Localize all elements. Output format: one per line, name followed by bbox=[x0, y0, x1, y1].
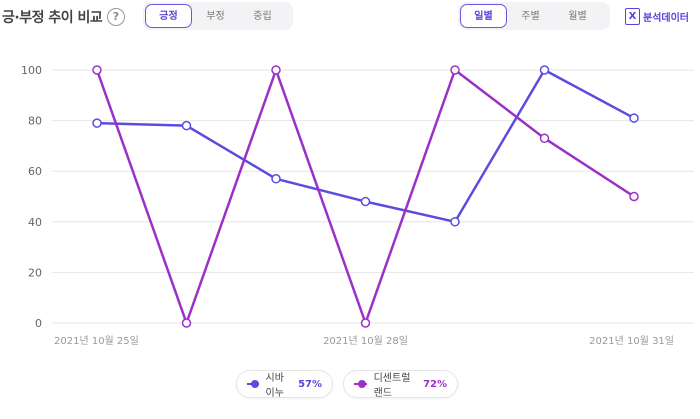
y-tick-label: 20 bbox=[28, 266, 42, 279]
legend-swatch bbox=[354, 380, 367, 388]
page-title: 긍·부정 추이 비교 bbox=[2, 10, 103, 26]
data-point bbox=[629, 113, 639, 123]
data-point bbox=[181, 318, 192, 328]
sentiment-neutral-button[interactable]: 중립 bbox=[253, 11, 272, 22]
y-tick-label: 0 bbox=[35, 317, 42, 330]
data-point bbox=[539, 133, 550, 144]
data-point bbox=[360, 196, 371, 207]
data-point bbox=[450, 217, 460, 227]
data-point bbox=[450, 65, 460, 75]
legend-percent: 57% bbox=[298, 378, 322, 390]
y-tick-label: 60 bbox=[28, 165, 42, 178]
y-tick-label: 80 bbox=[28, 115, 42, 128]
sentiment-negative-button[interactable]: 부정 bbox=[206, 11, 225, 22]
period-weekly-button[interactable]: 주별 bbox=[521, 11, 540, 22]
analysis-data-label: 분석데이터 bbox=[643, 12, 689, 24]
data-point bbox=[539, 65, 550, 75]
data-point bbox=[92, 118, 102, 128]
sentiment-toggle: 긍정 부정 중립 bbox=[143, 2, 293, 30]
y-tick-label: 40 bbox=[28, 216, 42, 229]
legend-label: 디센트럴랜드 bbox=[373, 373, 411, 399]
period-toggle: 일별 주별 월별 bbox=[458, 2, 610, 30]
sentiment-positive-button[interactable]: 긍정 bbox=[145, 4, 192, 28]
legend-percent: 72% bbox=[423, 378, 447, 390]
y-tick-label: 100 bbox=[21, 64, 42, 77]
x-tick-label: 2021년 10월 31일 bbox=[589, 335, 674, 347]
period-monthly-button[interactable]: 월별 bbox=[568, 11, 587, 22]
data-point bbox=[360, 318, 371, 328]
data-point bbox=[629, 191, 639, 202]
data-point bbox=[271, 174, 281, 184]
data-point bbox=[181, 120, 192, 131]
legend-item-series-b[interactable]: 디센트럴랜드 72% bbox=[343, 370, 458, 399]
legend-swatch bbox=[247, 380, 259, 388]
excel-icon: X bbox=[625, 7, 640, 25]
data-point bbox=[92, 65, 102, 75]
series-line bbox=[95, 68, 635, 325]
legend-item-series-a[interactable]: 시바이누 57% bbox=[236, 370, 333, 399]
data-point bbox=[271, 65, 281, 75]
legend-label: 시바이누 bbox=[265, 373, 284, 399]
period-daily-button[interactable]: 일별 bbox=[460, 4, 507, 28]
analysis-data-button[interactable]: X 분석데이터 bbox=[625, 7, 689, 25]
x-tick-label: 2021년 10월 25일 bbox=[54, 335, 139, 347]
help-icon[interactable]: ? bbox=[107, 8, 125, 26]
x-tick-label: 2021년 10월 28일 bbox=[323, 335, 408, 347]
